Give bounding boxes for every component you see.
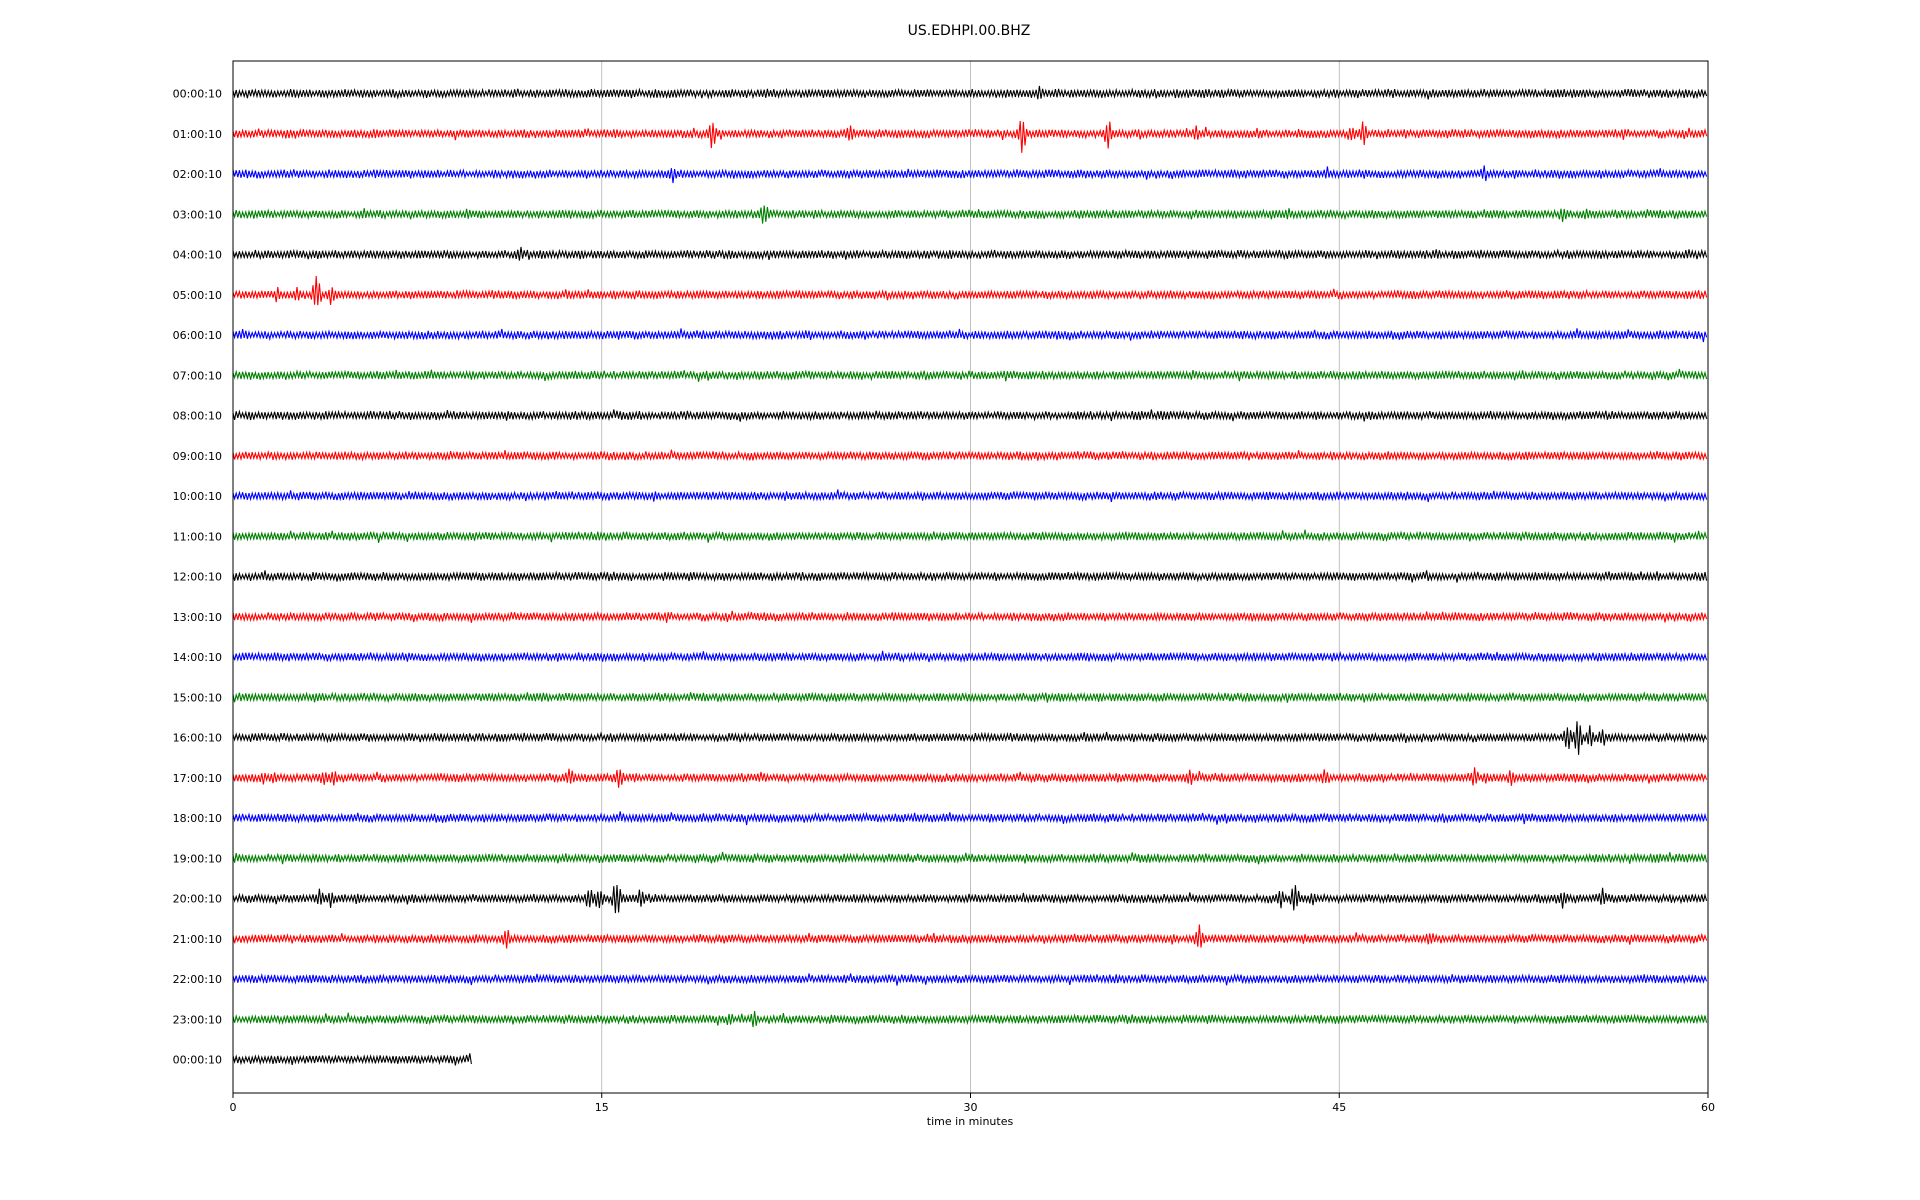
trace-line-19 (232, 851, 1708, 865)
row-label-15: 15:00:10 (173, 691, 222, 704)
row-label-21: 21:00:10 (173, 933, 222, 946)
trace-line-9 (232, 449, 1708, 462)
row-label-10: 10:00:10 (173, 490, 222, 503)
trace-line-12 (232, 570, 1708, 583)
row-label-19: 19:00:10 (173, 852, 222, 865)
x-tick-label-1: 15 (595, 1101, 609, 1114)
row-label-9: 09:00:10 (173, 450, 222, 463)
trace-line-8 (232, 409, 1708, 422)
row-label-24: 00:00:10 (173, 1054, 222, 1067)
row-label-23: 23:00:10 (173, 1013, 222, 1026)
chart-title: US.EDHPI.00.BHZ (908, 23, 1031, 39)
row-label-13: 13:00:10 (173, 611, 222, 624)
trace-line-14 (232, 650, 1708, 663)
trace-line-2 (232, 165, 1708, 184)
row-label-0: 00:00:10 (173, 88, 222, 101)
row-label-14: 14:00:10 (173, 651, 222, 664)
trace-line-10 (232, 489, 1708, 503)
trace-line-4 (232, 246, 1708, 261)
row-labels: 00:00:10 01:00:10 02:00:10 03:00:10 04:00:10… (173, 88, 222, 1067)
x-tick-label-0: 0 (230, 1101, 237, 1114)
x-axis-ticks: 0 15 30 45 60 (230, 1093, 1715, 1114)
x-axis-label: time in minutes (927, 1115, 1014, 1128)
trace-line-22 (232, 973, 1708, 986)
trace-line-0 (232, 85, 1708, 100)
trace-line-18 (232, 811, 1708, 826)
trace-line-1 (232, 120, 1708, 153)
trace-line-17 (232, 767, 1708, 788)
x-tick-label-3: 45 (1332, 1101, 1346, 1114)
row-label-4: 04:00:10 (173, 249, 222, 262)
trace-lines (232, 85, 1708, 1066)
trace-line-6 (232, 328, 1708, 343)
row-label-16: 16:00:10 (173, 732, 222, 745)
row-label-1: 01:00:10 (173, 128, 222, 141)
row-label-20: 20:00:10 (173, 893, 222, 906)
x-tick-label-2: 30 (964, 1101, 978, 1114)
row-label-22: 22:00:10 (173, 973, 222, 986)
trace-line-13 (232, 610, 1708, 623)
row-label-6: 06:00:10 (173, 329, 222, 342)
trace-line-11 (232, 529, 1708, 544)
row-label-12: 12:00:10 (173, 571, 222, 584)
trace-line-23 (232, 1010, 1708, 1028)
trace-line-7 (232, 368, 1708, 382)
trace-line-16 (232, 721, 1708, 755)
row-label-18: 18:00:10 (173, 812, 222, 825)
trace-line-15 (232, 691, 1708, 704)
row-label-11: 11:00:10 (173, 530, 222, 543)
row-label-3: 03:00:10 (173, 208, 222, 221)
x-tick-label-4: 60 (1701, 1101, 1715, 1114)
trace-line-21 (232, 924, 1708, 949)
row-label-8: 08:00:10 (173, 410, 222, 423)
row-label-17: 17:00:10 (173, 772, 222, 785)
trace-line-20 (232, 884, 1708, 914)
trace-line-3 (232, 205, 1708, 224)
row-label-5: 05:00:10 (173, 289, 222, 302)
trace-line-5 (232, 275, 1708, 306)
row-label-2: 02:00:10 (173, 168, 222, 181)
row-label-7: 07:00:10 (173, 369, 222, 382)
trace-line-24 (232, 1053, 472, 1066)
